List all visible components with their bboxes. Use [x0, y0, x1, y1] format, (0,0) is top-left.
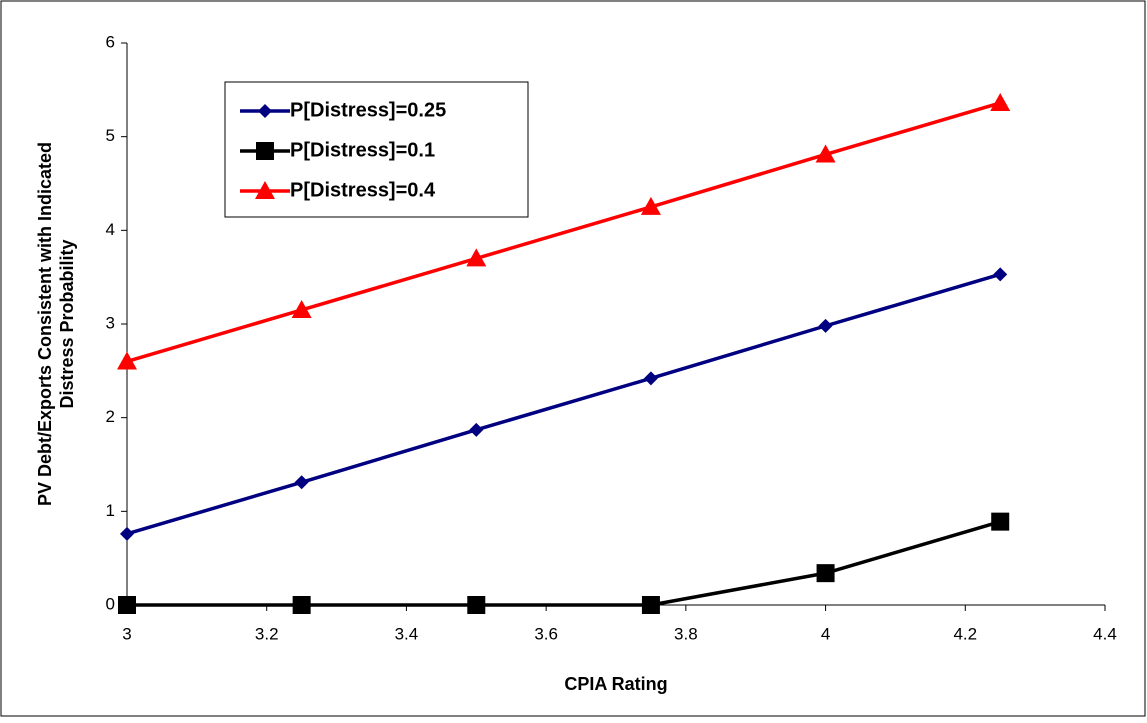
series-line	[127, 519, 1001, 607]
x-tick-label: 4	[821, 624, 830, 643]
data-point	[640, 196, 661, 215]
y-axis-label: PV Debt/Exports Consistent with Indicate…	[35, 142, 55, 506]
data-point	[990, 92, 1011, 111]
legend-label: P[Distress]=0.4	[290, 179, 436, 201]
y-tick-label: 1	[106, 501, 115, 520]
x-tick-label: 3.2	[255, 624, 279, 643]
y-tick-label: 5	[106, 126, 115, 145]
data-point	[643, 371, 658, 386]
x-tick-label: 4.2	[953, 624, 977, 643]
legend-marker	[255, 181, 275, 199]
legend-marker	[258, 104, 272, 118]
legend-label: P[Distress]=0.25	[290, 99, 446, 121]
data-point	[467, 596, 486, 614]
data-point	[118, 596, 136, 614]
y-tick-label: 0	[106, 594, 115, 613]
data-point	[816, 564, 835, 583]
series-line	[126, 101, 1001, 364]
data-point	[641, 596, 660, 614]
data-point	[818, 318, 833, 333]
x-tick-label: 4.4	[1093, 624, 1117, 643]
x-tick-label: 3	[122, 624, 131, 643]
y-tick-label: 6	[106, 32, 115, 51]
x-tick-label: 3.6	[534, 624, 558, 643]
data-point	[117, 351, 137, 370]
x-tick-label: 3.4	[395, 624, 419, 643]
series-line	[126, 272, 1001, 536]
y-tick-label: 2	[106, 407, 115, 426]
legend: P[Distress]=0.25 P[Distress]=0.1 P[Distres…	[224, 81, 529, 218]
data-point	[991, 512, 1010, 531]
legend-label: P[Distress]=0.1	[290, 139, 435, 161]
y-axis-label: Distress Probability	[57, 239, 77, 408]
data-point	[993, 267, 1008, 282]
data-point	[294, 475, 309, 490]
data-point	[466, 248, 487, 267]
legend-marker	[256, 142, 274, 160]
x-tick-label: 3.8	[674, 624, 698, 643]
data-point	[120, 526, 134, 541]
data-point	[291, 299, 312, 318]
y-tick-label: 3	[106, 313, 115, 332]
data-point	[815, 144, 836, 163]
x-axis-label: CPIA Rating	[564, 674, 667, 694]
y-tick-label: 4	[106, 220, 115, 239]
data-point	[292, 596, 311, 614]
data-point	[469, 422, 484, 437]
